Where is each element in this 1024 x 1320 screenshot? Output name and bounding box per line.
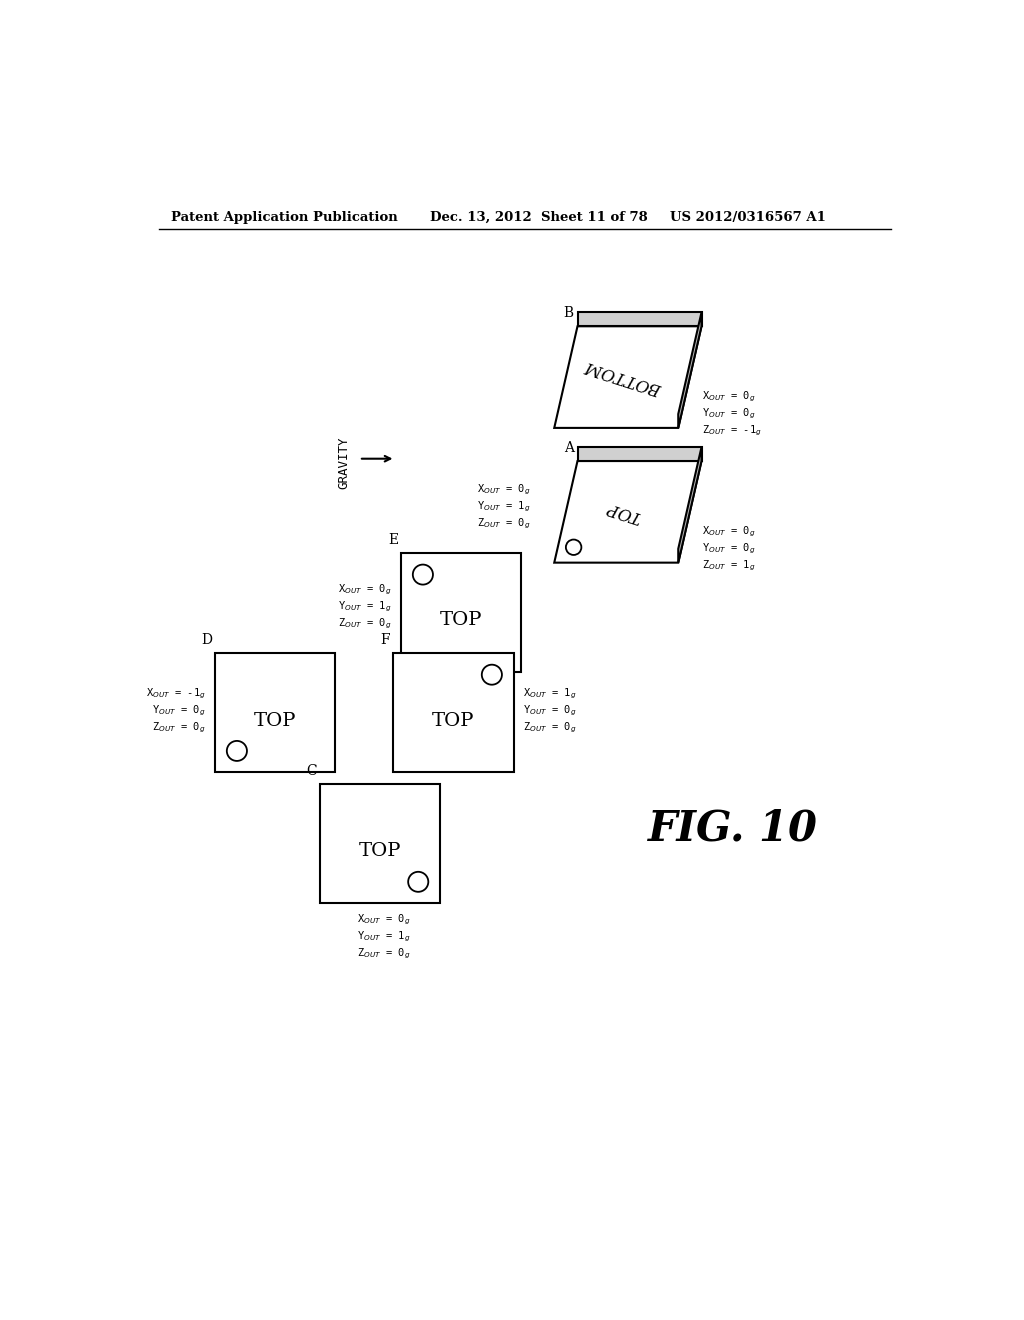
- Text: FIG. 10: FIG. 10: [647, 808, 817, 849]
- Text: X$_{OUT}$ = 0$_g$: X$_{OUT}$ = 0$_g$: [356, 912, 411, 927]
- Text: TOP: TOP: [440, 611, 482, 630]
- Text: Z$_{OUT}$ = 1$_g$: Z$_{OUT}$ = 1$_g$: [701, 558, 755, 573]
- Text: GRAVITY: GRAVITY: [337, 437, 350, 488]
- Text: X$_{OUT}$ = 0$_g$: X$_{OUT}$ = 0$_g$: [701, 524, 755, 539]
- Text: Patent Application Publication: Patent Application Publication: [171, 211, 397, 224]
- Text: C: C: [306, 764, 316, 777]
- Polygon shape: [578, 313, 701, 326]
- Bar: [319, 784, 440, 903]
- Bar: [215, 653, 335, 772]
- Polygon shape: [678, 313, 701, 428]
- Text: TOP: TOP: [254, 711, 297, 730]
- Bar: [401, 553, 521, 672]
- Text: US 2012/0316567 A1: US 2012/0316567 A1: [671, 211, 826, 224]
- Bar: [393, 653, 514, 772]
- Text: Y$_{OUT}$ = 1$_g$: Y$_{OUT}$ = 1$_g$: [338, 599, 392, 614]
- Text: Z$_{OUT}$ = 0$_g$: Z$_{OUT}$ = 0$_g$: [356, 946, 411, 961]
- Text: Z$_{OUT}$ = 0$_g$: Z$_{OUT}$ = 0$_g$: [477, 516, 530, 531]
- Text: X$_{OUT}$ = -1$_g$: X$_{OUT}$ = -1$_g$: [146, 686, 206, 701]
- Text: Z$_{OUT}$ = 0$_g$: Z$_{OUT}$ = 0$_g$: [153, 721, 206, 735]
- Text: Y$_{OUT}$ = 0$_g$: Y$_{OUT}$ = 0$_g$: [153, 704, 206, 718]
- Text: E: E: [388, 533, 398, 546]
- Text: TOP: TOP: [604, 498, 644, 525]
- Text: TOP: TOP: [358, 842, 401, 861]
- Polygon shape: [678, 447, 701, 562]
- Polygon shape: [554, 326, 701, 428]
- Text: Y$_{OUT}$ = 1$_g$: Y$_{OUT}$ = 1$_g$: [356, 929, 411, 944]
- Text: A: A: [563, 441, 573, 455]
- Text: Z$_{OUT}$ = 0$_g$: Z$_{OUT}$ = 0$_g$: [338, 616, 392, 631]
- Text: Z$_{OUT}$ = 0$_g$: Z$_{OUT}$ = 0$_g$: [523, 721, 577, 735]
- Text: F: F: [381, 634, 390, 647]
- Text: Y$_{OUT}$ = 0$_g$: Y$_{OUT}$ = 0$_g$: [523, 704, 577, 718]
- Polygon shape: [554, 461, 701, 562]
- Text: Dec. 13, 2012  Sheet 11 of 78: Dec. 13, 2012 Sheet 11 of 78: [430, 211, 648, 224]
- Text: D: D: [201, 634, 212, 647]
- Text: Y$_{OUT}$ = 0$_g$: Y$_{OUT}$ = 0$_g$: [701, 407, 755, 421]
- Text: X$_{OUT}$ = 0$_g$: X$_{OUT}$ = 0$_g$: [477, 482, 530, 496]
- Polygon shape: [578, 447, 701, 461]
- Text: Y$_{OUT}$ = 0$_g$: Y$_{OUT}$ = 0$_g$: [701, 541, 755, 556]
- Text: Z$_{OUT}$ = -1$_g$: Z$_{OUT}$ = -1$_g$: [701, 424, 761, 438]
- Text: TOP: TOP: [432, 711, 475, 730]
- Text: B: B: [563, 306, 573, 321]
- Text: X$_{OUT}$ = 1$_g$: X$_{OUT}$ = 1$_g$: [523, 686, 577, 701]
- Text: X$_{OUT}$ = 0$_g$: X$_{OUT}$ = 0$_g$: [701, 389, 755, 404]
- Text: BOTTOM: BOTTOM: [584, 356, 665, 397]
- Text: X$_{OUT}$ = 0$_g$: X$_{OUT}$ = 0$_g$: [338, 582, 392, 597]
- Text: Y$_{OUT}$ = 1$_g$: Y$_{OUT}$ = 1$_g$: [477, 499, 530, 513]
